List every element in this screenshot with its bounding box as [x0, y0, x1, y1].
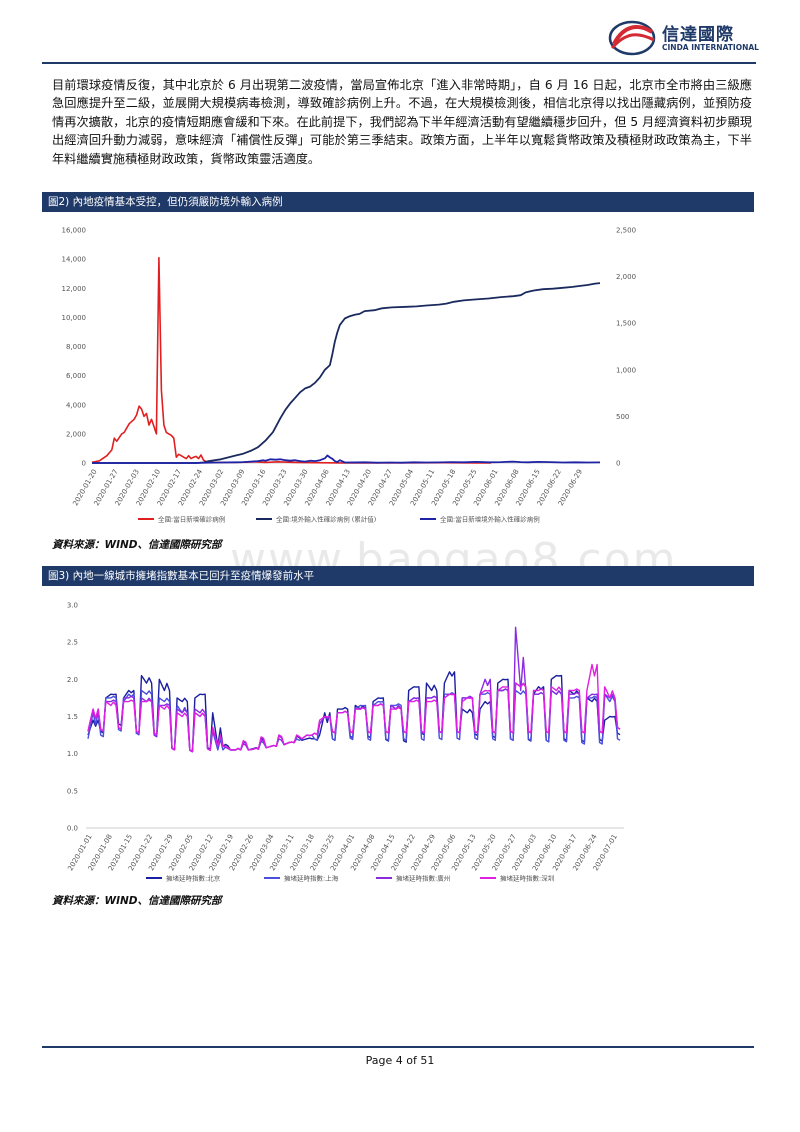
legend-label: 全國:境外輸入性確診病例 (累計值) [276, 515, 376, 524]
y-right-tick-label: 500 [616, 413, 629, 421]
y-right-tick-label: 2,500 [616, 227, 636, 235]
series-line [87, 671, 621, 753]
y-left-tick-label: 6,000 [66, 372, 86, 380]
legend-label: 全國:當日新增境外輸入性確診病例 [440, 515, 540, 524]
y-left-tick-label: 2,000 [66, 430, 86, 438]
y-tick-label: 0.5 [67, 787, 78, 795]
figure-3-source: 資料來源：WIND、信達國際研究部 [52, 895, 222, 907]
y-left-tick-label: 12,000 [62, 285, 87, 293]
figure-2-title: 圖2) 內地疫情基本受控，但仍須嚴防境外輸入病例 [42, 192, 754, 212]
y-tick-label: 3.0 [67, 602, 78, 610]
legend-label: 擁堵延時指數:北京 [166, 874, 221, 883]
logo-english-text: CINDA INTERNATIONAL [662, 43, 759, 52]
intro-paragraph: 目前環球疫情反復，其中北京於 6 月出現第二波疫情，當局宣佈北京「進入非常時期」… [52, 78, 752, 166]
y-tick-label: 0.0 [67, 825, 78, 833]
series-line [91, 256, 491, 464]
y-left-tick-label: 4,000 [66, 401, 86, 409]
logo-chinese-text: 信達國際 [662, 25, 734, 45]
legend-label: 擁堵延時指數:上海 [284, 874, 339, 883]
y-tick-label: 2.5 [67, 639, 78, 647]
y-tick-label: 1.5 [67, 713, 78, 721]
y-left-tick-label: 16,000 [62, 227, 87, 235]
footer-divider [42, 1046, 754, 1048]
y-right-tick-label: 0 [616, 460, 620, 468]
figure-2-source: 資料來源：WIND、信達國際研究部 [52, 539, 222, 551]
series-line [92, 282, 601, 464]
y-tick-label: 1.0 [67, 750, 78, 758]
series-line [92, 454, 601, 464]
legend-label: 擁堵延時指數:深圳 [500, 874, 554, 883]
y-left-tick-label: 14,000 [62, 256, 87, 264]
y-tick-label: 2.0 [67, 676, 78, 684]
y-left-tick-label: 10,000 [62, 314, 87, 322]
company-logo: 信達國際 CINDA INTERNATIONAL [608, 18, 759, 58]
figure-2-chart: 0 2,000 4,000 6,000 8,000 10,000 12,000 14,000 1… [62, 227, 637, 524]
y-right-tick-label: 2,000 [616, 273, 636, 281]
y-left-tick-label: 8,000 [66, 343, 86, 351]
header-divider [42, 62, 756, 64]
y-right-tick-label: 1,500 [616, 320, 636, 328]
legend-label: 全國:當日新增確診病例 [158, 515, 225, 524]
series-line [87, 663, 621, 753]
legend-label: 擁堵延時指數:廣州 [396, 874, 450, 883]
cinda-logo-icon [608, 20, 656, 56]
y-right-tick-label: 1,000 [616, 366, 636, 374]
figure-3-chart: 0.00.51.01.52.02.53.02020-01-012020-01-0… [66, 602, 624, 883]
figure-3-title: 圖3) 內地一線城市擁堵指數基本已回升至疫情爆發前水平 [42, 566, 754, 586]
y-left-tick-label: 0 [82, 460, 86, 468]
page-number: Page 4 of 51 [365, 1054, 435, 1067]
